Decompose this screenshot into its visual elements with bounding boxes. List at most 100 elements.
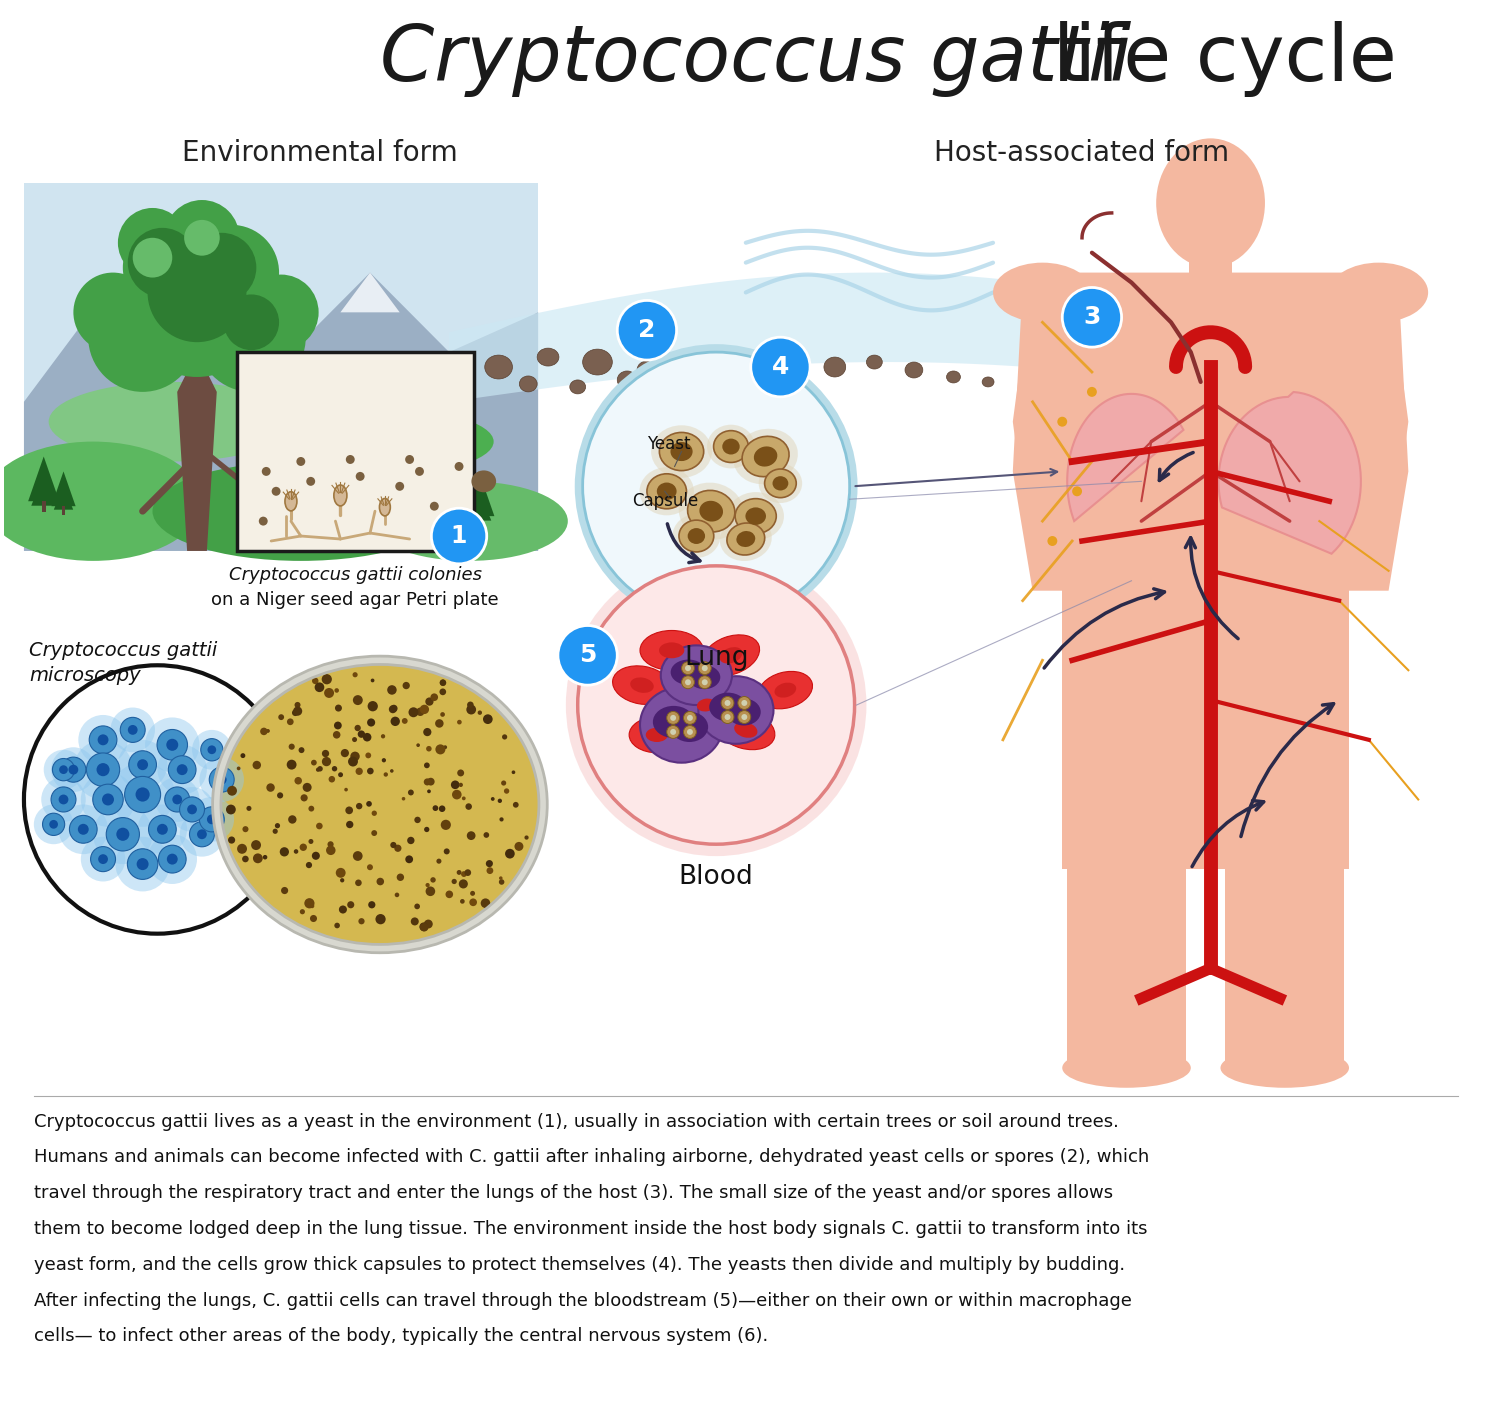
Circle shape <box>326 845 336 855</box>
Ellipse shape <box>672 514 720 558</box>
Circle shape <box>90 846 116 872</box>
Ellipse shape <box>734 721 758 738</box>
Circle shape <box>300 794 307 801</box>
Circle shape <box>168 755 196 784</box>
Bar <box>417 515 422 525</box>
Circle shape <box>154 777 200 822</box>
Circle shape <box>165 200 240 275</box>
Ellipse shape <box>1221 1048 1348 1088</box>
Ellipse shape <box>758 672 813 709</box>
Circle shape <box>53 758 75 781</box>
Circle shape <box>699 676 711 689</box>
Circle shape <box>172 795 182 804</box>
Text: microscopy: microscopy <box>28 666 141 684</box>
Circle shape <box>480 899 490 907</box>
Circle shape <box>148 815 176 843</box>
Circle shape <box>376 878 384 885</box>
Circle shape <box>40 777 86 822</box>
Circle shape <box>111 707 154 753</box>
Circle shape <box>444 848 450 855</box>
Ellipse shape <box>706 425 754 469</box>
Circle shape <box>724 714 730 720</box>
Circle shape <box>356 802 363 809</box>
Circle shape <box>93 805 153 865</box>
Circle shape <box>681 676 694 689</box>
Circle shape <box>69 765 78 774</box>
Ellipse shape <box>662 645 732 704</box>
Bar <box>447 511 452 525</box>
Circle shape <box>432 805 438 811</box>
Circle shape <box>1072 486 1082 496</box>
Circle shape <box>96 763 109 777</box>
Ellipse shape <box>652 706 694 738</box>
Circle shape <box>304 897 315 909</box>
Circle shape <box>375 914 386 924</box>
Circle shape <box>106 818 140 851</box>
Circle shape <box>417 743 420 747</box>
Circle shape <box>384 772 388 777</box>
Circle shape <box>684 726 696 738</box>
Ellipse shape <box>646 474 687 508</box>
Bar <box>1226 849 1344 1068</box>
Circle shape <box>486 861 494 868</box>
Circle shape <box>344 788 348 791</box>
Circle shape <box>78 824 88 835</box>
Circle shape <box>465 804 472 809</box>
Bar <box>1190 202 1233 273</box>
Text: Cryptococcus gattii lives as a yeast in the environment (1), usually in associat: Cryptococcus gattii lives as a yeast in … <box>34 1113 1119 1130</box>
Circle shape <box>466 704 476 714</box>
Circle shape <box>446 890 453 899</box>
Ellipse shape <box>640 687 723 763</box>
Circle shape <box>292 707 302 716</box>
Ellipse shape <box>640 630 704 670</box>
Circle shape <box>525 835 528 839</box>
Circle shape <box>170 787 214 832</box>
Text: Cryptococcus gattii: Cryptococcus gattii <box>380 21 1131 97</box>
Circle shape <box>124 777 160 812</box>
Circle shape <box>242 856 249 862</box>
Polygon shape <box>1066 393 1184 521</box>
Circle shape <box>390 717 400 726</box>
Circle shape <box>184 220 219 256</box>
Text: on a Niger seed agar Petri plate: on a Niger seed agar Petri plate <box>211 591 500 609</box>
Circle shape <box>440 680 447 686</box>
Text: Lung: Lung <box>684 645 748 672</box>
Text: cells— to infect other areas of the body, typically the central nervous system (: cells— to infect other areas of the body… <box>34 1328 768 1345</box>
Circle shape <box>1047 535 1058 545</box>
Text: After infecting the lungs, C. gattii cells can travel through the bloodstream (5: After infecting the lungs, C. gattii cel… <box>34 1292 1131 1309</box>
Circle shape <box>702 679 708 686</box>
Circle shape <box>188 233 256 302</box>
Ellipse shape <box>734 429 798 484</box>
Text: yeast form, and the cells grow thick capsules to protect themselves (4). The yea: yeast form, and the cells grow thick cap… <box>34 1255 1125 1274</box>
Circle shape <box>566 554 867 856</box>
Circle shape <box>260 727 267 736</box>
Ellipse shape <box>612 666 672 704</box>
Circle shape <box>420 923 428 932</box>
Circle shape <box>452 790 462 799</box>
Circle shape <box>430 693 438 701</box>
Circle shape <box>166 853 177 865</box>
Text: Cryptococcus gattii: Cryptococcus gattii <box>28 640 218 660</box>
Circle shape <box>286 719 294 726</box>
Polygon shape <box>405 476 433 515</box>
Circle shape <box>180 797 204 822</box>
Circle shape <box>466 831 476 841</box>
Circle shape <box>738 710 750 724</box>
Circle shape <box>51 787 76 812</box>
Ellipse shape <box>736 531 756 547</box>
Circle shape <box>1088 386 1096 396</box>
Circle shape <box>368 701 378 711</box>
Circle shape <box>381 734 386 738</box>
Circle shape <box>184 224 279 321</box>
Circle shape <box>158 746 207 795</box>
Circle shape <box>254 853 262 863</box>
Circle shape <box>262 467 270 476</box>
Ellipse shape <box>370 481 568 561</box>
Circle shape <box>224 294 279 351</box>
Circle shape <box>226 785 237 795</box>
Ellipse shape <box>687 528 705 544</box>
Circle shape <box>394 893 399 897</box>
Circle shape <box>402 797 405 801</box>
Circle shape <box>500 818 504 822</box>
Ellipse shape <box>723 439 740 454</box>
